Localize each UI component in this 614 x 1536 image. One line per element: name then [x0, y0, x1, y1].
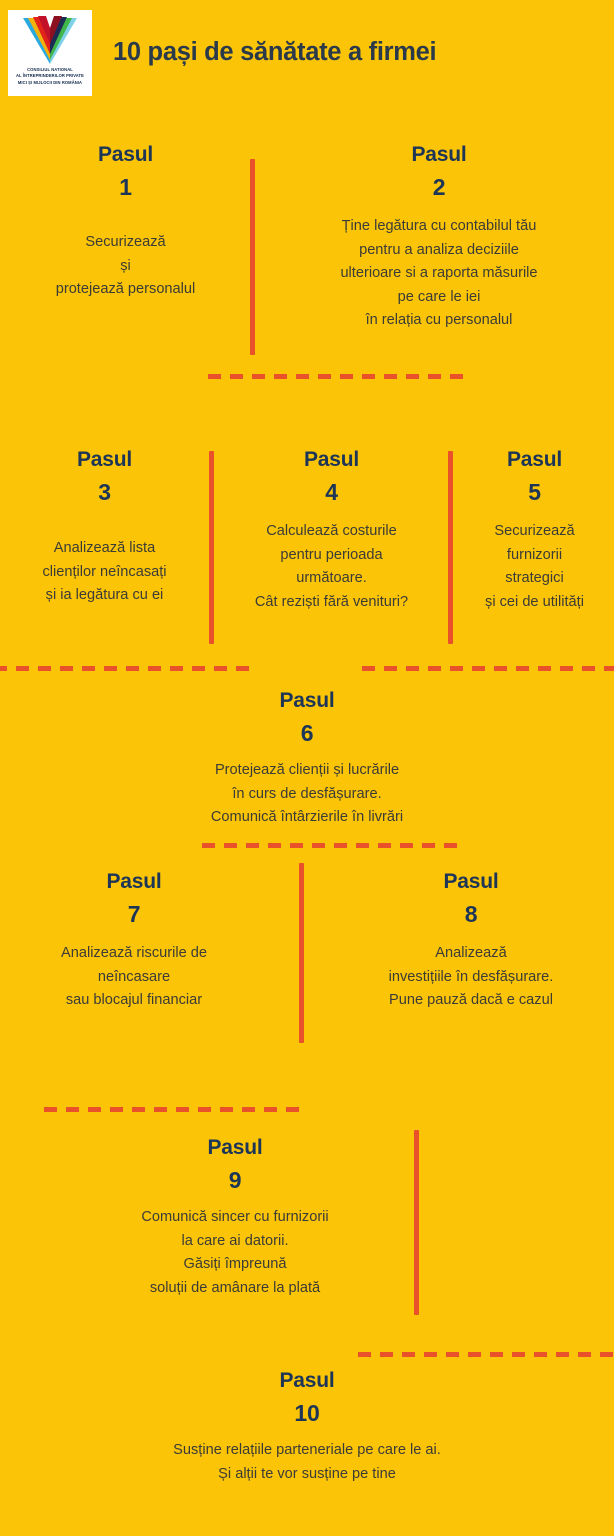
page-title: 10 pași de sănătate a firmei	[113, 38, 437, 66]
step-5-number: 5	[528, 479, 541, 505]
step-7: Pasul 7 Analizează riscurile de neîncasa…	[16, 869, 252, 1013]
step-4-body: Calculează costurile pentru perioada urm…	[254, 523, 409, 610]
step-8-body: Analizează investițiile în desfășurare. …	[388, 945, 554, 1008]
step-3-body: Analizează lista clienților neîncasați ș…	[42, 540, 167, 603]
step-2-body: Ține legătura cu contabilul tău pentru a…	[340, 218, 538, 328]
divider-vertical-5	[414, 1130, 419, 1315]
logo-line-3: MICI ȘI MIJLOCII DIN ROMÂNIA	[17, 79, 83, 85]
divider-dashed-1	[208, 374, 466, 379]
step-5-body: Securizează furnizorii strategici și cei…	[485, 523, 584, 610]
step-4-label: Pasul	[303, 448, 360, 471]
divider-dashed-5	[358, 1352, 614, 1357]
step-1-number: 1	[119, 174, 132, 200]
step-3-label: Pasul	[76, 448, 133, 471]
step-7-label: Pasul	[106, 870, 162, 893]
step-10-label: Pasul	[279, 1369, 335, 1392]
step-5-label: Pasul	[506, 448, 563, 471]
step-5: Pasul 5 Securizează furnizorii strategic…	[455, 447, 614, 614]
step-9-body: Comunică sincer cu furnizorii la care ai…	[141, 1209, 329, 1296]
step-2: Pasul 2 Ține legătura cu contabilul tău …	[284, 142, 594, 333]
step-9-label: Pasul	[207, 1136, 263, 1159]
step-7-number: 7	[127, 901, 141, 927]
logo-line-1: CONSILIUL NATIONAL	[27, 67, 73, 72]
step-9: Pasul 9 Comunică sincer cu furnizorii la…	[80, 1135, 390, 1300]
divider-vertical-2	[209, 451, 214, 644]
divider-vertical-4	[299, 863, 304, 1043]
step-9-number: 9	[228, 1167, 242, 1193]
divider-dashed-2-left	[0, 666, 253, 671]
step-10-body: Susține relațiile parteneriale pe care l…	[173, 1442, 441, 1482]
step-1-body: Securizează și protejează personalul	[55, 234, 196, 297]
step-6-number: 6	[300, 720, 314, 746]
divider-dashed-2-right	[362, 666, 614, 671]
chevron-logo-icon	[23, 16, 77, 64]
step-1: Pasul 1 Securizează și protejează person…	[18, 142, 233, 302]
header: CONSILIUL NATIONAL AL ÎNTREPRINDERILOR P…	[0, 0, 614, 112]
step-2-label: Pasul	[411, 143, 467, 166]
step-1-label: Pasul	[97, 143, 154, 166]
step-6-body: Protejează clienții și lucrările în curs…	[210, 762, 404, 825]
logo-line-2: AL ÎNTREPRINDERILOR PRIVATE	[16, 73, 84, 79]
step-8-number: 8	[464, 901, 478, 927]
step-6: Pasul 6 Protejează clienții și lucrările…	[152, 688, 462, 830]
step-7-body: Analizează riscurile de neîncasare sau b…	[60, 945, 207, 1008]
step-3-number: 3	[98, 479, 111, 505]
step-3: Pasul 3 Analizează lista clienților neîn…	[2, 447, 207, 608]
divider-vertical-1	[250, 159, 255, 355]
step-6-label: Pasul	[279, 689, 335, 712]
step-2-number: 2	[432, 174, 446, 200]
step-10-number: 10	[294, 1400, 320, 1426]
cnipmmr-logo: CONSILIUL NATIONAL AL ÎNTREPRINDERILOR P…	[8, 10, 92, 96]
step-8: Pasul 8 Analizează investițiile în desfă…	[348, 869, 594, 1013]
divider-dashed-3	[202, 843, 460, 848]
divider-dashed-4	[44, 1107, 306, 1112]
divider-vertical-3	[448, 451, 453, 644]
step-10: Pasul 10 Susține relațiile parteneriale …	[107, 1368, 507, 1486]
step-4: Pasul 4 Calculează costurile pentru peri…	[218, 447, 445, 614]
step-8-label: Pasul	[443, 870, 499, 893]
step-4-number: 4	[325, 479, 338, 505]
